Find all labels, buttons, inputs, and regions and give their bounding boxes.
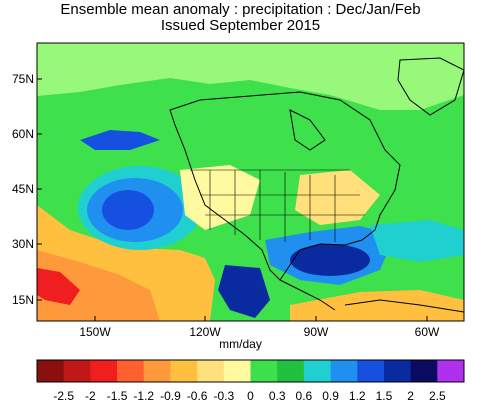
- colorbar-label: -1.5: [106, 389, 128, 403]
- colorbar-swatch: [437, 360, 465, 382]
- colorbar-label: 1.5: [375, 389, 393, 403]
- lat-label: 15N: [12, 293, 34, 307]
- colorbar-label: -0.9: [160, 389, 181, 403]
- coastline-south-america: [344, 299, 464, 313]
- colorbar-swatch: [223, 360, 251, 382]
- coastline-north-america: [169, 91, 401, 281]
- region-arctic-light-green: [37, 43, 464, 110]
- colorbar-swatch: [303, 360, 332, 382]
- region-atlantic-wet: [370, 220, 464, 262]
- longitude-ticks: [94, 316, 428, 321]
- colorbar-label: 0: [247, 389, 254, 403]
- region-baja-wet: [218, 265, 270, 318]
- colorbar-label: 0.3: [268, 389, 286, 403]
- units-label: mm/day: [219, 337, 262, 351]
- border-us-state-meridians: [209, 170, 336, 242]
- region-northwest-dry: [180, 165, 260, 230]
- lat-label: 75N: [12, 72, 34, 86]
- colorbar-swatch: [170, 360, 198, 382]
- colorbar-swatch: [357, 360, 385, 382]
- region-pacific-wet-core: [102, 190, 154, 230]
- colorbar-swatch: [250, 360, 278, 382]
- colorbar-swatch: [330, 360, 358, 382]
- colorbar-swatch: [197, 360, 225, 382]
- colorbar-swatch: [383, 360, 412, 382]
- colorbar-label: -2.5: [53, 389, 75, 403]
- colorbar: [36, 359, 465, 383]
- colorbar-label: -1.2: [133, 389, 155, 403]
- chart-subtitle: Issued September 2015: [160, 17, 321, 34]
- lon-label: 90W: [304, 325, 329, 339]
- region-tropical-dry: [290, 290, 464, 321]
- lon-label: 60W: [415, 325, 440, 339]
- colorbar-swatch: [63, 360, 91, 382]
- colorbar-label: -0.6: [186, 389, 208, 403]
- longitude-labels: 150W 120W 90W 60W: [79, 325, 440, 339]
- colorbar-frame: [36, 359, 465, 383]
- chart-title: Ensemble mean anomaly : precipitation : …: [60, 1, 421, 18]
- colorbar-swatch: [37, 360, 65, 382]
- colorbar-swatch: [143, 360, 171, 382]
- lat-label: 30N: [12, 237, 34, 251]
- colorbar-label: 2.5: [428, 389, 446, 403]
- lon-label: 120W: [189, 325, 221, 339]
- lat-label: 45N: [12, 182, 34, 196]
- coastline-greenland: [397, 57, 464, 116]
- colorbar-swatch: [410, 360, 438, 382]
- colorbar-label: -0.3: [213, 389, 235, 403]
- region-gulf-of-alaska-wet: [80, 130, 160, 150]
- colorbar-label: 1.2: [348, 389, 366, 403]
- map-field: [37, 43, 464, 321]
- region-ohio-valley-dry: [295, 170, 380, 225]
- colorbar-label: 2: [407, 389, 414, 403]
- map-frame: [36, 42, 465, 322]
- colorbar-label: 0.9: [322, 389, 339, 403]
- coastline-hudson-bay: [289, 109, 326, 151]
- political-borders: [190, 169, 365, 242]
- region-gulf-wet-core: [290, 244, 370, 276]
- colorbar-swatch: [90, 360, 118, 382]
- coastlines: [169, 57, 464, 313]
- region-hawaii-dry: [37, 268, 80, 305]
- colorbar-label: 0.6: [295, 389, 313, 403]
- colorbar-swatch: [277, 360, 305, 382]
- latitude-labels: 75N 60N 45N 30N 15N: [12, 72, 34, 307]
- colorbar-swatch: [117, 360, 145, 382]
- colorbar-label: -2: [85, 389, 96, 403]
- border-us-state-parallels: [200, 194, 365, 216]
- lon-label: 150W: [79, 325, 111, 339]
- coastline-central-america: [279, 279, 336, 311]
- latitude-ticks: [37, 78, 42, 301]
- lat-label: 60N: [12, 127, 34, 141]
